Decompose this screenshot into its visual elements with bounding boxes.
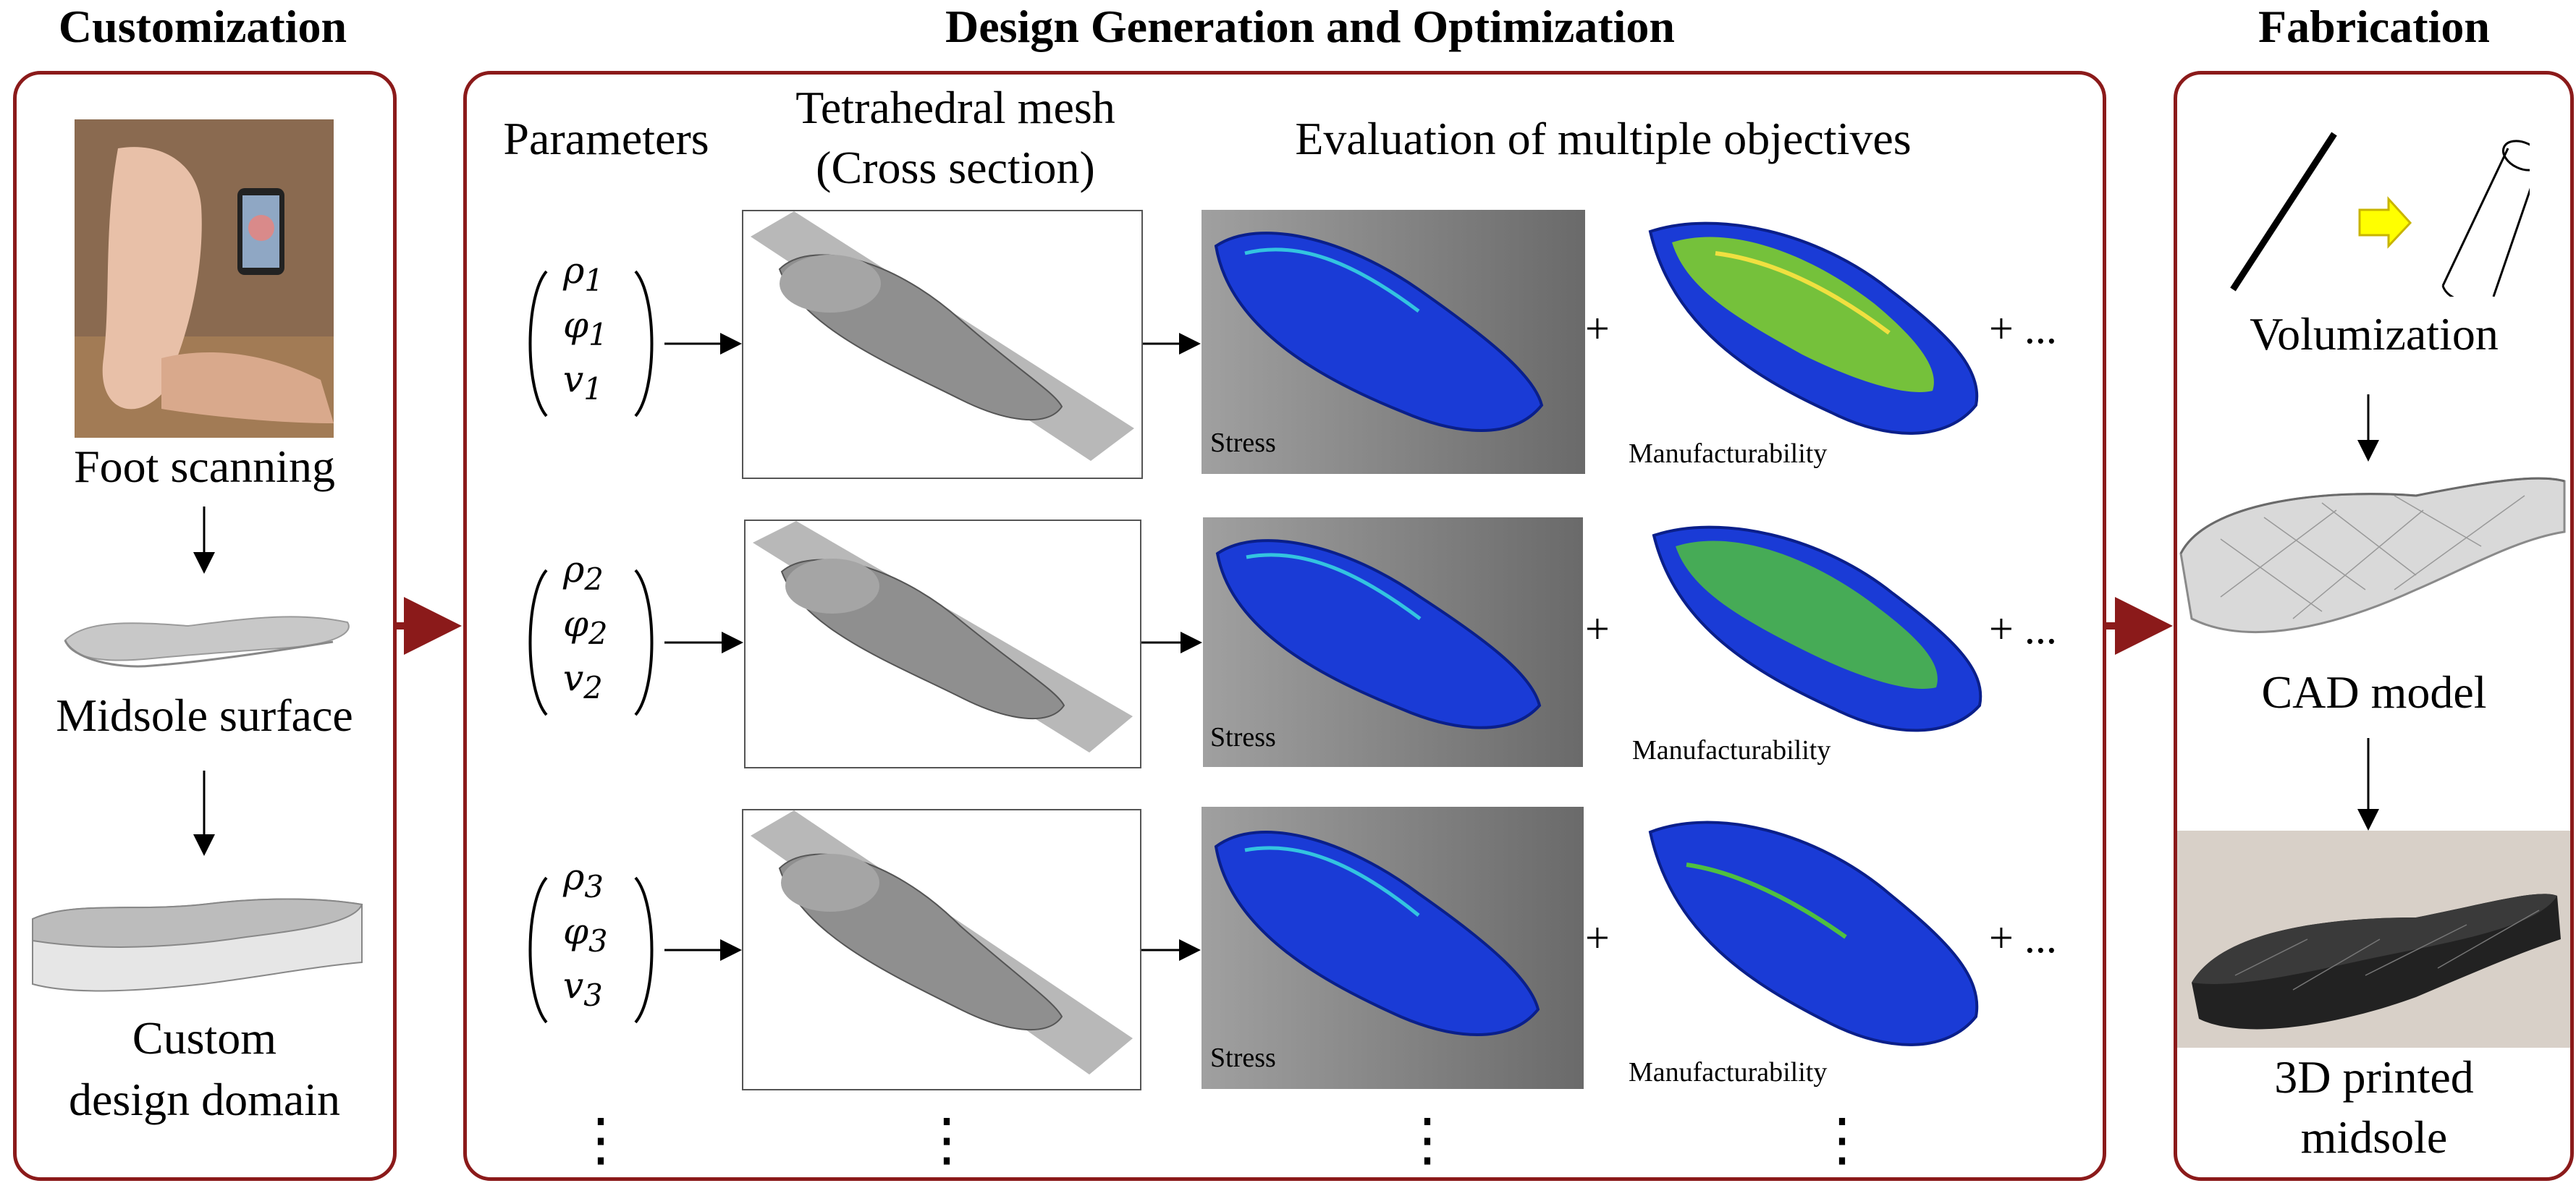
manufacturability-label-2: Manufacturability — [1632, 735, 1831, 766]
midsole-surface-image — [58, 590, 355, 677]
fabrication-title: Fabrication — [2258, 1, 2490, 52]
rho-2: ρ — [563, 548, 585, 590]
plus-2a: + — [1585, 605, 1610, 653]
plus-1a: + — [1585, 305, 1610, 352]
manufacturability-image-3: Manufacturability — [1629, 807, 1998, 1096]
cad-model-label: CAD model — [2261, 666, 2487, 718]
stress-image-2: Stress — [1203, 517, 1583, 767]
phi-2: φ — [563, 603, 589, 645]
rho-2-index: 2 — [584, 561, 604, 597]
mesh-image-1 — [742, 210, 1143, 479]
stress-label-1: Stress — [1210, 428, 1276, 458]
plus-1b: + ... — [1989, 305, 2057, 352]
v-1-index: 1 — [583, 371, 603, 407]
stress-image-3: Stress — [1202, 807, 1584, 1089]
eval-header: Evaluation of multiple objectives — [1295, 113, 1912, 164]
custom-domain-label-line1: Custom — [132, 1012, 277, 1064]
rho-1-index: 1 — [584, 263, 604, 298]
v-2-index: 2 — [583, 670, 603, 705]
design-panel — [463, 71, 2106, 1181]
foot-scanning-photo — [75, 119, 334, 438]
rho-3-index: 3 — [584, 869, 604, 904]
design-title: Design Generation and Optimization — [945, 1, 1676, 52]
rho-1: ρ — [563, 250, 585, 292]
rho-3: ρ — [563, 856, 585, 898]
manufacturability-image-1: Manufacturability — [1629, 210, 1998, 485]
manufacturability-image-2: Manufacturability — [1632, 514, 2001, 774]
plus-3a: + — [1585, 914, 1610, 962]
mesh-header-line2: (Cross section) — [816, 142, 1095, 193]
stress-label-2: Stress — [1210, 722, 1276, 753]
plus-3b: + ... — [1989, 914, 2057, 962]
parameters-header: Parameters — [503, 113, 709, 164]
mesh-image-2 — [744, 520, 1141, 768]
v-3: v — [563, 965, 584, 1006]
ellipsis-stress: ⋮ — [1398, 1109, 1456, 1172]
customization-title: Customization — [58, 1, 347, 52]
plus-2b: + ... — [1989, 605, 2057, 653]
phi-1-index: 1 — [588, 317, 608, 352]
v-1: v — [563, 358, 584, 400]
phi-3-index: 3 — [588, 923, 608, 959]
mesh-image-3 — [742, 809, 1141, 1090]
printed-midsole-photo — [2177, 831, 2570, 1048]
stress-label-3: Stress — [1210, 1043, 1276, 1073]
volumization-icon — [2226, 130, 2530, 297]
manufacturability-label-3: Manufacturability — [1629, 1057, 1828, 1088]
cad-model-image — [2177, 467, 2568, 655]
v-2: v — [563, 657, 584, 699]
ellipsis-manuf: ⋮ — [1813, 1109, 1871, 1172]
manufacturability-label-1: Manufacturability — [1629, 438, 1828, 469]
v-3-index: 3 — [583, 978, 603, 1013]
foot-scanning-label: Foot scanning — [74, 441, 335, 492]
ellipsis-params: ⋮ — [572, 1109, 630, 1172]
midsole-surface-label: Midsole surface — [56, 690, 353, 741]
printed-midsole-label-line2: midsole — [2300, 1111, 2448, 1163]
custom-domain-label-line2: design domain — [68, 1074, 341, 1125]
phi-1: φ — [563, 304, 589, 346]
phi-2-index: 2 — [588, 616, 608, 651]
mesh-header-line1: Tetrahedral mesh — [795, 82, 1115, 133]
phi-3: φ — [563, 910, 589, 952]
ellipsis-mesh: ⋮ — [918, 1109, 976, 1172]
printed-midsole-label-line1: 3D printed — [2274, 1051, 2474, 1103]
volumization-label: Volumization — [2250, 308, 2499, 360]
fabrication-panel — [2174, 71, 2574, 1181]
customization-panel — [13, 71, 397, 1181]
custom-design-domain-image — [29, 890, 366, 1002]
stress-image-1: Stress — [1202, 210, 1585, 474]
